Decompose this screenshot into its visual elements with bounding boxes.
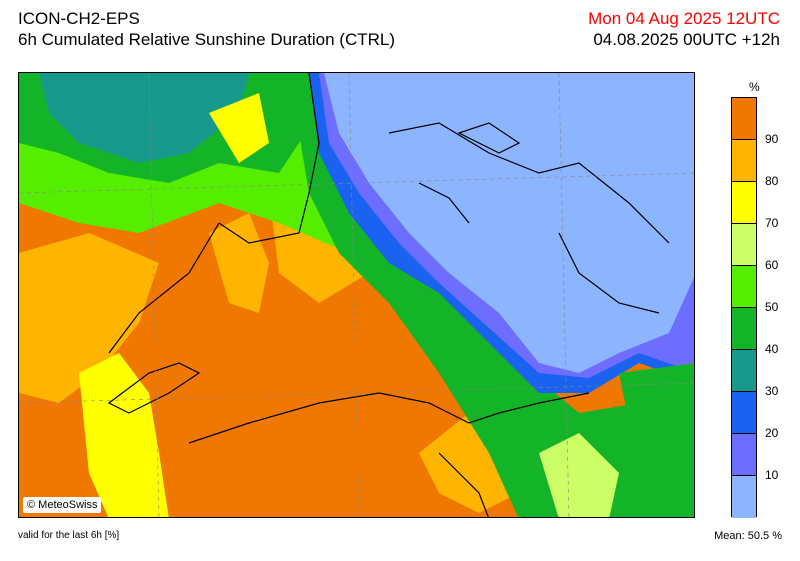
product-name: 6h Cumulated Relative Sunshine Duration … bbox=[18, 30, 396, 49]
green-patch-east bbox=[619, 363, 694, 473]
legend-tick-label: 10 bbox=[765, 468, 779, 482]
map-canvas bbox=[19, 73, 694, 517]
legend-unit: % bbox=[749, 80, 760, 94]
yellow-region-southwest bbox=[79, 353, 169, 517]
lake-constance-outline bbox=[457, 122, 521, 154]
legend-band bbox=[732, 476, 756, 518]
teal-region-north bbox=[39, 73, 249, 163]
cloudy-region-northeast bbox=[324, 73, 694, 373]
border-line-north bbox=[218, 73, 320, 244]
valid-time: 04.08.2025 00UTC +12h bbox=[593, 30, 780, 49]
validity-note: valid for the last 6h [%] bbox=[18, 530, 120, 541]
legend-band bbox=[732, 182, 756, 224]
legend-band bbox=[732, 308, 756, 350]
lake-zurich-outline bbox=[418, 182, 470, 224]
legend-band bbox=[732, 392, 756, 434]
sunshine-map[interactable]: © MeteoSwiss bbox=[18, 72, 695, 518]
border-line-northeast bbox=[388, 122, 670, 244]
border-line-ticino bbox=[438, 452, 489, 517]
legend-band bbox=[732, 434, 756, 476]
legend-band bbox=[732, 266, 756, 308]
legend-tick-label: 20 bbox=[765, 426, 779, 440]
legend-band bbox=[732, 350, 756, 392]
legend-band bbox=[732, 98, 756, 140]
legend-tick-label: 70 bbox=[765, 216, 779, 230]
legend-band bbox=[732, 140, 756, 182]
color-legend bbox=[731, 97, 757, 518]
time-block: Mon 04 Aug 2025 12UTC 04.08.2025 00UTC +… bbox=[588, 8, 780, 50]
legend-tick-label: 90 bbox=[765, 132, 779, 146]
border-line-west bbox=[108, 222, 220, 354]
legend-tick-label: 50 bbox=[765, 300, 779, 314]
title-block: ICON-CH2-EPS 6h Cumulated Relative Sunsh… bbox=[18, 8, 395, 50]
amber-region-jura bbox=[209, 213, 269, 313]
legend-band bbox=[732, 224, 756, 266]
light-green-patch-southeast bbox=[539, 433, 619, 517]
yellow-patch-north bbox=[209, 93, 269, 163]
legend-tick-label: 80 bbox=[765, 174, 779, 188]
legend-tick-label: 60 bbox=[765, 258, 779, 272]
copyright-label: © MeteoSwiss bbox=[23, 497, 102, 513]
model-name: ICON-CH2-EPS bbox=[18, 9, 140, 28]
border-line-east bbox=[558, 232, 660, 314]
amber-region-west bbox=[19, 233, 159, 403]
mean-value: Mean: 50.5 % bbox=[714, 530, 782, 542]
border-line-south bbox=[188, 392, 590, 444]
run-time: Mon 04 Aug 2025 12UTC bbox=[588, 9, 780, 28]
legend-tick-label: 40 bbox=[765, 342, 779, 356]
lake-geneva-outline bbox=[107, 362, 201, 414]
graticule bbox=[19, 73, 694, 517]
legend-tick-label: 30 bbox=[765, 384, 779, 398]
